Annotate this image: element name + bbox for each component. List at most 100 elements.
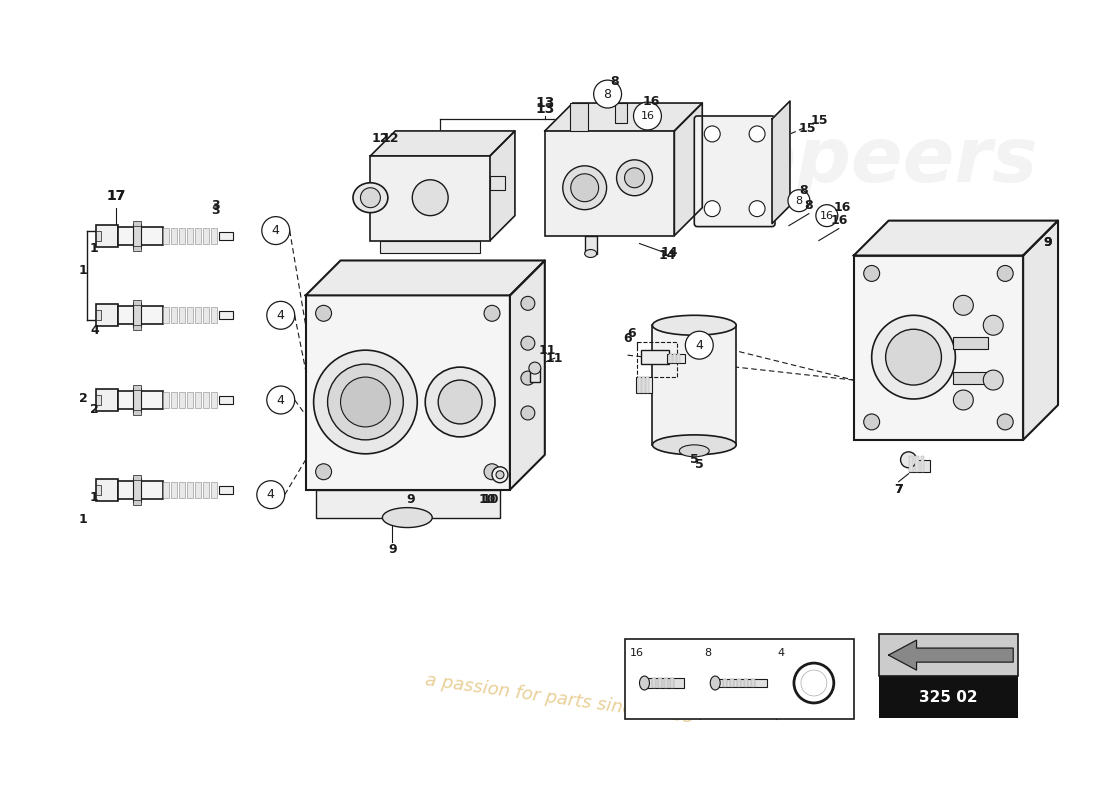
Circle shape [267, 386, 295, 414]
Bar [97, 225, 119, 246]
Bar [204, 307, 209, 323]
Bar [179, 228, 185, 243]
Ellipse shape [521, 336, 535, 350]
Text: 12: 12 [372, 133, 389, 146]
Bar [879, 676, 1019, 718]
Text: 4: 4 [778, 648, 784, 658]
Bar [954, 338, 988, 349]
Bar [490, 176, 505, 190]
Circle shape [634, 102, 661, 130]
Bar [195, 307, 201, 323]
Bar [187, 482, 192, 498]
Text: 11: 11 [546, 352, 563, 365]
Bar [133, 388, 141, 412]
Bar [652, 678, 657, 688]
Bar [659, 678, 662, 688]
Circle shape [617, 160, 652, 196]
Text: 12: 12 [382, 133, 399, 146]
Bar [647, 377, 649, 393]
Circle shape [492, 466, 508, 482]
Bar [163, 228, 169, 243]
Polygon shape [889, 640, 1013, 670]
Bar [97, 304, 119, 326]
Bar [195, 228, 201, 243]
Bar [909, 456, 913, 472]
Bar [97, 485, 101, 494]
Bar [530, 368, 540, 382]
Circle shape [256, 481, 285, 509]
Text: a passion for parts since 1985: a passion for parts since 1985 [424, 671, 695, 726]
Bar [187, 392, 192, 408]
Bar [219, 396, 233, 404]
Circle shape [563, 166, 606, 210]
Bar [133, 478, 141, 502]
Bar [744, 679, 748, 687]
Text: 1: 1 [79, 513, 88, 526]
Text: 16: 16 [833, 201, 850, 214]
Text: 9: 9 [388, 543, 397, 556]
Text: europeers: europeers [601, 124, 1037, 198]
Bar [133, 224, 141, 247]
Circle shape [262, 217, 289, 245]
Bar [133, 326, 141, 330]
Bar [133, 246, 141, 250]
Bar [97, 389, 119, 411]
Bar [97, 230, 101, 241]
Ellipse shape [652, 435, 736, 455]
Text: 4: 4 [267, 488, 275, 501]
Bar [172, 482, 177, 498]
Text: 16: 16 [640, 111, 654, 121]
Text: 8: 8 [610, 74, 619, 88]
Bar [371, 156, 490, 241]
Circle shape [886, 330, 942, 385]
Circle shape [788, 190, 810, 212]
Bar [119, 306, 163, 324]
Text: 6: 6 [624, 332, 631, 345]
Polygon shape [544, 103, 702, 131]
Circle shape [871, 315, 956, 399]
Text: 10: 10 [478, 493, 496, 506]
Bar [211, 392, 217, 408]
Bar [678, 354, 680, 363]
Ellipse shape [585, 250, 596, 258]
Bar [316, 490, 500, 518]
Circle shape [529, 362, 541, 374]
Bar [133, 303, 141, 327]
Bar [909, 460, 931, 472]
Circle shape [749, 126, 764, 142]
Text: 7: 7 [894, 483, 903, 496]
Ellipse shape [521, 371, 535, 385]
Text: 9: 9 [1044, 236, 1053, 249]
Bar [204, 228, 209, 243]
Bar [570, 103, 587, 131]
Circle shape [954, 390, 974, 410]
Bar [544, 131, 674, 235]
Bar [638, 377, 641, 393]
Text: 17: 17 [107, 189, 126, 202]
Bar [133, 300, 141, 306]
Circle shape [316, 306, 331, 322]
Bar [119, 481, 163, 498]
Text: 1: 1 [90, 491, 99, 504]
Circle shape [801, 670, 827, 696]
Text: 6: 6 [627, 326, 636, 340]
Bar [133, 500, 141, 505]
Circle shape [484, 306, 500, 322]
Text: 1: 1 [90, 242, 99, 255]
Polygon shape [490, 131, 515, 241]
Bar [133, 221, 141, 226]
Polygon shape [1023, 221, 1058, 440]
Bar [625, 639, 854, 719]
Text: 5: 5 [695, 458, 704, 471]
Bar [664, 678, 669, 688]
Bar [641, 350, 670, 364]
Bar [715, 679, 767, 687]
Text: 15: 15 [810, 114, 827, 127]
Text: 4: 4 [272, 224, 279, 237]
Bar [172, 307, 177, 323]
Bar [163, 307, 169, 323]
Ellipse shape [521, 406, 535, 420]
Bar [668, 354, 685, 363]
Text: 4: 4 [90, 324, 99, 337]
Text: 8: 8 [800, 184, 808, 198]
